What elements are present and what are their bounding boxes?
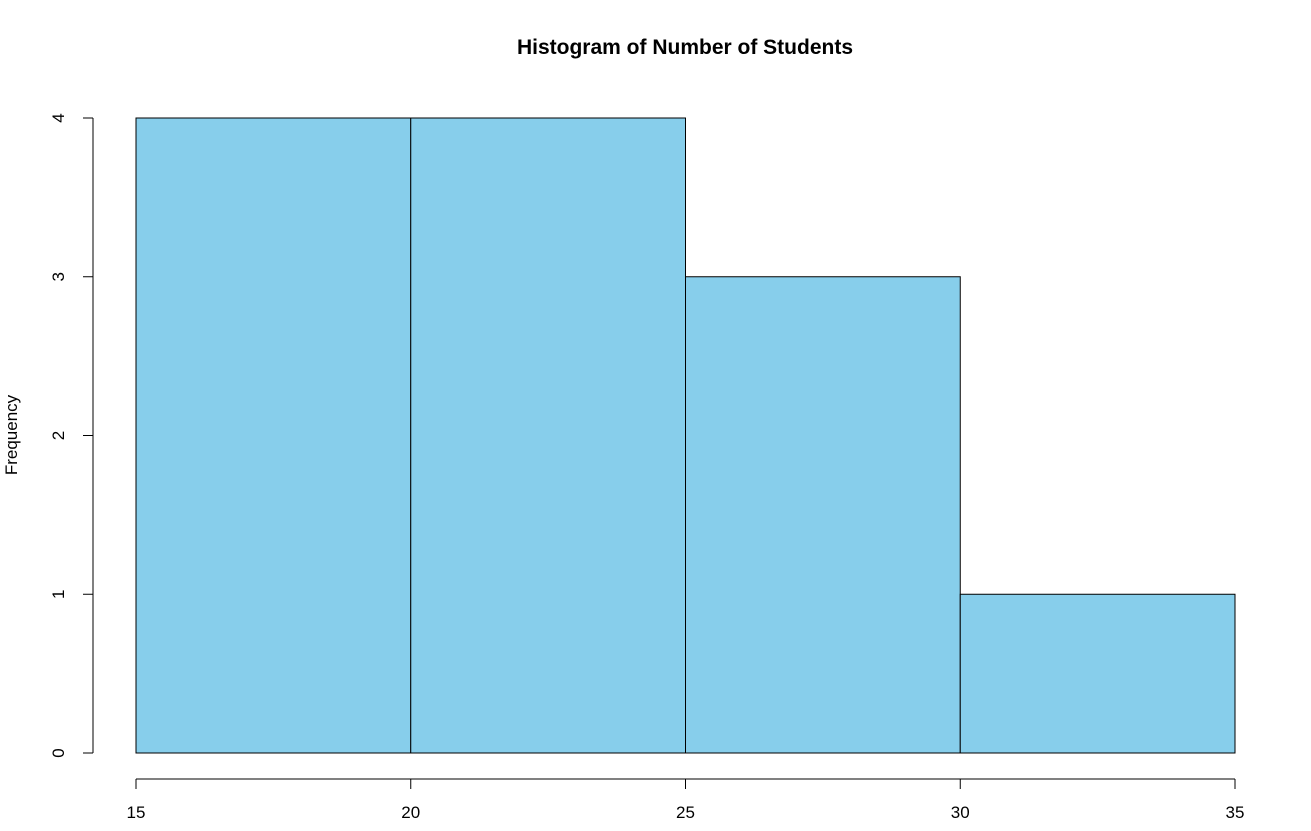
x-tick-label: 35 [1226, 803, 1245, 822]
histogram-bar-30-35 [959, 593, 1236, 754]
chart-title: Histogram of Number of Students [517, 36, 853, 59]
histogram-bar-15-20 [135, 117, 412, 754]
x-tick-label: 20 [401, 803, 420, 822]
histogram-bar-20-25 [410, 117, 686, 754]
y-tick-label: 0 [49, 748, 68, 757]
y-tick-label: 4 [49, 113, 68, 122]
y-axis: 0 1 2 3 4 [49, 113, 94, 758]
y-axis-title: Frequency [2, 394, 21, 475]
bars-layer [135, 117, 1236, 754]
x-tick-label: 25 [676, 803, 695, 822]
y-tick-label: 3 [49, 272, 68, 281]
x-axis: 15 20 25 30 35 [127, 778, 1245, 822]
x-tick-label: 30 [951, 803, 970, 822]
y-tick-label: 1 [49, 590, 68, 599]
x-tick-label: 15 [127, 803, 146, 822]
histogram-bar-25-30 [685, 276, 961, 754]
y-tick-label: 2 [49, 431, 68, 440]
